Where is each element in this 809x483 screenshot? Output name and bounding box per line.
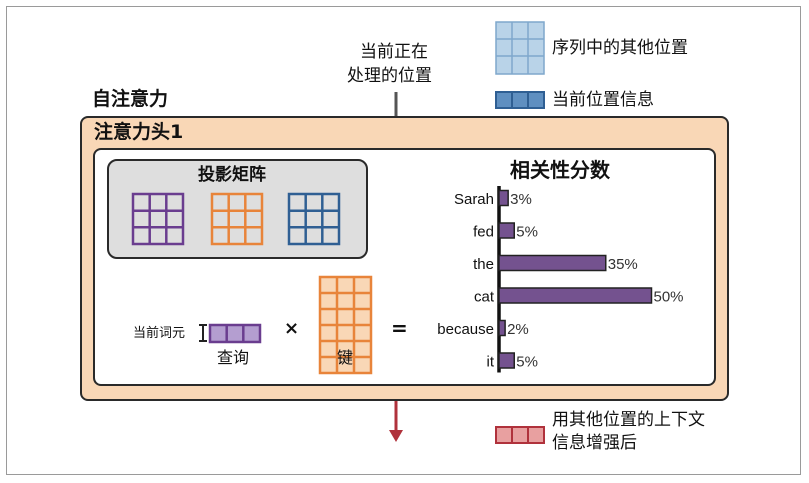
query-projection-matrix bbox=[131, 192, 185, 246]
value-label-5: 5% bbox=[516, 354, 538, 371]
value-label-2: 35% bbox=[608, 256, 638, 273]
score-bar-2 bbox=[498, 254, 607, 272]
projection-matrices-label: 投影矩阵 bbox=[198, 165, 266, 185]
legend-contextualized-label-line1: 用其他位置的上下文 bbox=[552, 410, 705, 430]
category-label-3: cat bbox=[474, 289, 495, 306]
legend-current-position-label: 当前位置信息 bbox=[552, 90, 654, 110]
keys-matrix bbox=[318, 275, 373, 375]
legend-current-position-vector bbox=[495, 91, 545, 109]
category-label-0: Sarah bbox=[454, 191, 494, 208]
legend-contextualized-label-line2: 信息增强后 bbox=[552, 433, 637, 453]
multiply-symbol: × bbox=[284, 318, 300, 339]
score-bar-1 bbox=[498, 222, 515, 239]
query-label: 查询 bbox=[217, 348, 250, 367]
legend-contextualized-vector bbox=[495, 426, 545, 444]
category-label-2: the bbox=[473, 256, 494, 273]
value-projection-matrix bbox=[287, 192, 341, 246]
category-label-5: it bbox=[487, 354, 495, 371]
category-label-4: because bbox=[437, 321, 494, 338]
value-label-0: 3% bbox=[510, 191, 532, 208]
legend-other-positions-label: 序列中的其他位置 bbox=[552, 38, 688, 58]
score-bar-4 bbox=[498, 319, 506, 337]
legend-other-positions-grid bbox=[495, 21, 545, 75]
cursor-icon bbox=[199, 324, 207, 342]
scores-title: 相关性分数 bbox=[510, 158, 610, 182]
figure-frame bbox=[6, 6, 801, 475]
query-vector bbox=[208, 323, 262, 344]
self-attention-label: 自注意力 bbox=[92, 88, 169, 110]
attention-head-inner-panel bbox=[93, 148, 716, 386]
key-label: 键 bbox=[337, 348, 354, 367]
score-bar-0 bbox=[498, 189, 509, 207]
value-label-3: 50% bbox=[654, 289, 684, 306]
current-position-label-line1: 当前正在 bbox=[360, 42, 428, 62]
value-label-4: 2% bbox=[507, 321, 529, 338]
current-position-label-line2: 处理的位置 bbox=[347, 66, 432, 86]
score-bar-5 bbox=[498, 352, 515, 369]
equals-symbol: = bbox=[391, 316, 408, 340]
output-arrow bbox=[389, 401, 403, 442]
category-label-1: fed bbox=[473, 224, 494, 241]
value-label-1: 5% bbox=[516, 224, 538, 241]
current-token-label: 当前词元 bbox=[133, 326, 186, 341]
key-projection-matrix bbox=[210, 192, 264, 246]
attention-head-label: 注意力头1 bbox=[94, 121, 184, 143]
score-bar-3 bbox=[498, 287, 653, 304]
